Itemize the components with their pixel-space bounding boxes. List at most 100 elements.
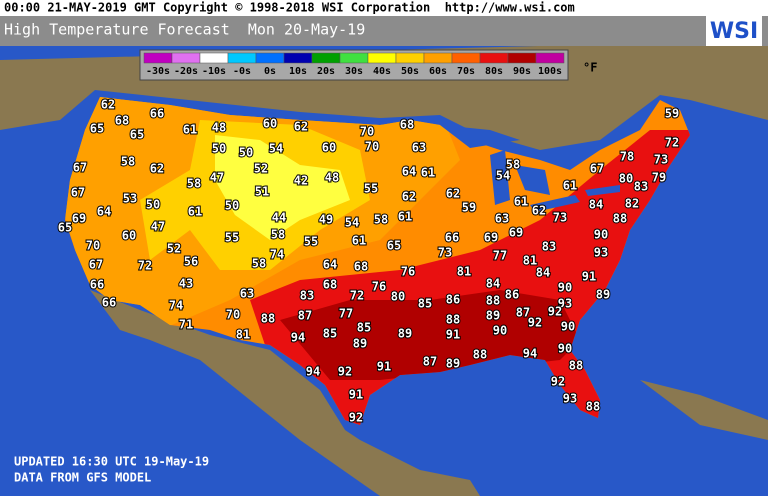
temperature-label: 83 xyxy=(542,240,556,254)
temperature-label: 92 xyxy=(548,305,562,319)
temperature-label: 47 xyxy=(151,220,165,234)
temperature-label: 51 xyxy=(255,185,269,199)
temperature-label: 58 xyxy=(252,257,266,271)
legend-swatch xyxy=(227,52,257,64)
legend-label: 70s xyxy=(457,66,475,77)
temperature-label: 92 xyxy=(338,365,352,379)
temperature-label: 62 xyxy=(532,204,546,218)
great-lakes xyxy=(440,125,620,212)
temperature-label: 68 xyxy=(400,118,414,132)
temperature-label: 48 xyxy=(212,121,226,135)
temperature-label: 63 xyxy=(240,287,254,301)
temperature-label: 62 xyxy=(150,162,164,176)
temperature-label: 77 xyxy=(339,307,353,321)
temperature-label: 59 xyxy=(665,107,679,121)
temperature-label: 60 xyxy=(322,141,336,155)
temperature-label: 62 xyxy=(101,98,115,112)
legend-label: 0s xyxy=(264,66,276,77)
temperature-label: 43 xyxy=(179,277,193,291)
legend-swatch xyxy=(395,52,425,64)
temperature-label: 61 xyxy=(398,210,412,224)
temperature-label: 61 xyxy=(514,195,528,209)
temperature-label: 72 xyxy=(350,289,364,303)
temperature-label: 70 xyxy=(360,125,374,139)
temperature-label: 87 xyxy=(516,306,530,320)
temperature-label: 90 xyxy=(558,281,572,295)
temperature-label: 61 xyxy=(563,179,577,193)
temperature-label: 61 xyxy=(183,123,197,137)
temperature-label: 77 xyxy=(493,249,507,263)
temperature-label: 88 xyxy=(473,348,487,362)
temperature-label: 94 xyxy=(306,365,320,379)
temperature-label: 92 xyxy=(551,375,565,389)
legend-label: -30s xyxy=(146,66,170,77)
lake xyxy=(515,165,550,195)
footer-line: UPDATED 16:30 UTC 19-May-19 xyxy=(14,455,209,469)
temperature-label: 68 xyxy=(354,260,368,274)
temperature-label: 88 xyxy=(569,359,583,373)
temperature-label: 61 xyxy=(421,166,435,180)
temperature-label: 85 xyxy=(418,297,432,311)
temperature-label: 56 xyxy=(184,255,198,269)
temperature-label: 90 xyxy=(493,324,507,338)
temperature-label: 66 xyxy=(150,107,164,121)
temperature-label: 50 xyxy=(212,142,226,156)
temperature-label: 88 xyxy=(613,212,627,226)
temperature-label: 54 xyxy=(345,216,359,230)
temperature-label: 50 xyxy=(146,198,160,212)
temperature-label: 86 xyxy=(505,288,519,302)
temperature-label: 73 xyxy=(654,153,668,167)
temperature-label: 90 xyxy=(561,320,575,334)
temperature-label: 44 xyxy=(272,211,286,225)
temperature-label: 82 xyxy=(625,197,639,211)
temperature-label: 65 xyxy=(58,221,72,235)
legend-label: 20s xyxy=(317,66,335,77)
temperature-label: 87 xyxy=(298,309,312,323)
temperature-label: 61 xyxy=(352,234,366,248)
temperature-label: 67 xyxy=(71,186,85,200)
temperature-label: 67 xyxy=(590,162,604,176)
temperature-label: 80 xyxy=(619,172,633,186)
temperature-label: 88 xyxy=(261,312,275,326)
temperature-label: 47 xyxy=(210,171,224,185)
legend-label: 40s xyxy=(373,66,391,77)
field-40s xyxy=(215,135,350,240)
temperature-label: 60 xyxy=(263,117,277,131)
logo: WSI xyxy=(710,19,758,44)
header-bar xyxy=(0,0,768,16)
temperature-label: 83 xyxy=(300,289,314,303)
temperature-label: 91 xyxy=(582,270,596,284)
temperature-label: 72 xyxy=(665,136,679,150)
temperature-label: 58 xyxy=(187,177,201,191)
temperature-label: 63 xyxy=(495,212,509,226)
temperature-label: 92 xyxy=(349,411,363,425)
temperature-label: 64 xyxy=(402,165,416,179)
legend-swatch xyxy=(283,52,313,64)
temperature-label: 49 xyxy=(319,213,333,227)
temperature-label: 58 xyxy=(506,158,520,172)
temperature-label: 52 xyxy=(167,242,181,256)
temperature-label: 62 xyxy=(402,190,416,204)
temperature-label: 88 xyxy=(486,294,500,308)
temperature-label: 55 xyxy=(364,182,378,196)
temperature-label: 62 xyxy=(294,120,308,134)
legend-label: 90s xyxy=(513,66,531,77)
lake xyxy=(440,125,520,148)
temperature-label: 92 xyxy=(528,316,542,330)
temperature-label: 68 xyxy=(323,278,337,292)
legend-label: 10s xyxy=(289,66,307,77)
legend-swatch xyxy=(255,52,285,64)
temperature-label: 89 xyxy=(446,357,460,371)
temperature-label: 67 xyxy=(73,161,87,175)
temperature-label: 63 xyxy=(412,141,426,155)
temperature-label: 89 xyxy=(596,288,610,302)
legend-swatch xyxy=(339,52,369,64)
legend-swatch xyxy=(423,52,453,64)
temperature-label: 93 xyxy=(594,246,608,260)
temperature-label: 66 xyxy=(102,296,116,310)
temperature-label: 70 xyxy=(86,239,100,253)
temperature-label: 48 xyxy=(325,171,339,185)
legend-swatch xyxy=(367,52,397,64)
